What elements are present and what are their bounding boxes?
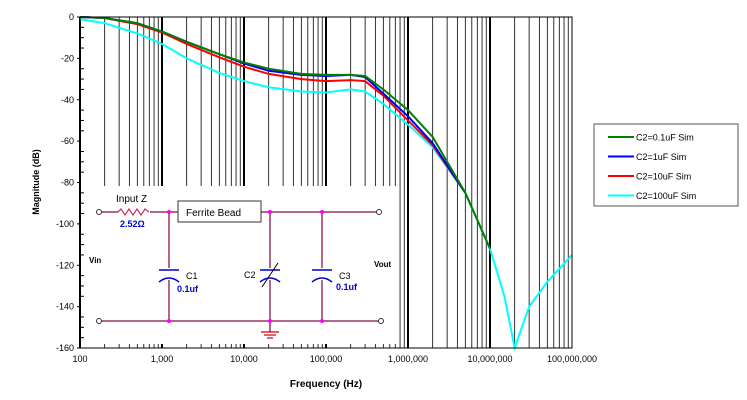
capacitor-c2-variable-icon [259, 262, 281, 288]
y-tick-label: -140 [56, 302, 74, 312]
y-tick-label: -100 [56, 219, 74, 229]
ground-icon [261, 331, 279, 339]
x-tick-label: 100,000 [310, 354, 343, 364]
vin-label: Vin [89, 256, 101, 265]
capacitor-c3-icon [311, 269, 333, 283]
series-line-0 [79, 16, 491, 250]
x-tick-label: 1,000 [151, 354, 174, 364]
legend: C2=0.1uF Sim C2=1uF Sim C2=10uF Sim C2=100u… [593, 123, 739, 207]
x-tick-label: 1,000,000 [388, 354, 428, 364]
vin-terminal-top [96, 209, 102, 215]
y-tick-label: -60 [61, 136, 74, 146]
resistor-icon [117, 207, 150, 217]
x-tick-label: 100 [72, 354, 87, 364]
legend-label-2: C2=10uF Sim [636, 172, 691, 182]
legend-label-1: C2=1uF Sim [636, 152, 686, 162]
x-tick-label: 10,000,000 [467, 354, 512, 364]
circuit-schematic: Ferrite Bead Input Z 2.52Ω Vin Vout C1 0… [86, 186, 398, 344]
x-axis-label: Frequency (Hz) [290, 379, 362, 390]
y-tick-label: -120 [56, 260, 74, 270]
c3-label: C3 [339, 271, 351, 281]
c2-label: C2 [244, 270, 256, 280]
x-tick-label: 10,000 [230, 354, 258, 364]
c1-label: C1 [186, 271, 198, 281]
y-axis-label: Magnitude (dB) [31, 149, 41, 215]
y-tick-label: -80 [61, 178, 74, 188]
legend-label-3: C2=100uF Sim [636, 191, 696, 201]
ferrite-bead-box [177, 200, 262, 223]
series-lines [79, 16, 573, 352]
plot-frame [79, 16, 573, 349]
series-line-3 [79, 18, 573, 352]
y-tick-label: -160 [56, 343, 74, 353]
c1-value: 0.1uf [177, 284, 199, 294]
ferrite-bead-label: Ferrite Bead [186, 208, 241, 219]
input-z-label: Input Z [116, 194, 147, 205]
vout-terminal-top [376, 209, 382, 215]
legend-label-0: C2=0.1uF Sim [636, 133, 694, 143]
y-tick-label: -20 [61, 53, 74, 63]
resistor-value: 2.52Ω [120, 219, 145, 229]
x-tick-label: 100,000,000 [547, 354, 597, 364]
y-tick-label: -40 [61, 95, 74, 105]
vout-label: Vout [374, 260, 392, 269]
capacitor-c1-icon [158, 269, 180, 283]
y-tick-label: 0 [69, 12, 74, 22]
c3-value: 0.1uf [336, 282, 358, 292]
